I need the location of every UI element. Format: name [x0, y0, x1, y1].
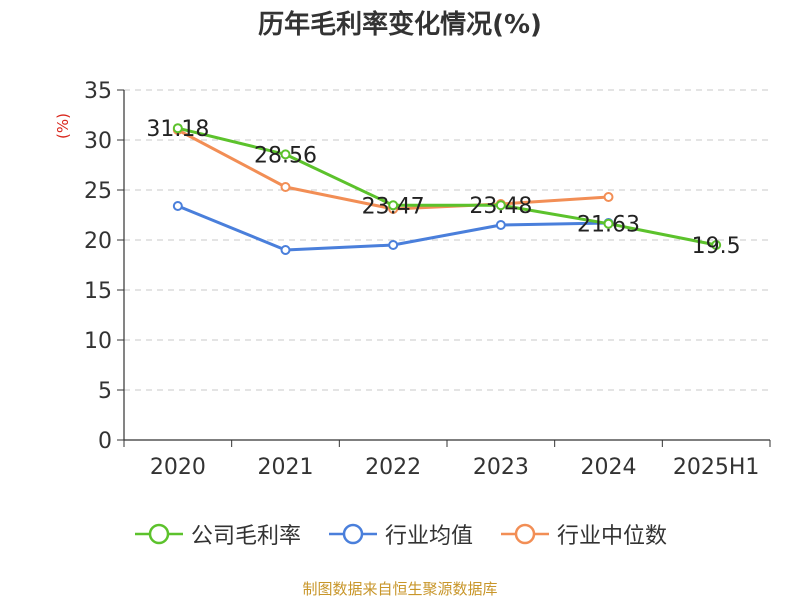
y-tick-label: 5 [98, 379, 112, 404]
legend-marker-icon [501, 523, 549, 545]
axes: 0 5 10 15 20 25 30 35 2020 2021 2022 2023 2024 2025H1… [54, 79, 771, 480]
data-point [495, 200, 506, 211]
data-label: 21.63 [577, 213, 640, 238]
data-label: 23.48 [469, 194, 532, 219]
x-tick-label: 2021 [258, 455, 314, 480]
y-tick-label: 25 [84, 179, 112, 204]
y-tick-label: 15 [84, 279, 112, 304]
data-point [711, 240, 722, 250]
x-tick-label: 2023 [473, 455, 529, 480]
grid-lines [124, 89, 770, 391]
legend-item[interactable]: 公司毛利率 [133, 518, 301, 550]
data-label: 31.18 [146, 117, 209, 142]
data-point [388, 200, 399, 211]
data-point [172, 123, 183, 134]
data-point [172, 201, 183, 211]
y-tick-label: 35 [84, 79, 112, 104]
y-axis-label: (%) [54, 113, 72, 139]
legend-label: 行业中位数 [557, 524, 668, 549]
y-tick-label: 0 [98, 429, 112, 454]
x-tick-label: 2025H1 [673, 455, 760, 480]
data-labels: 31.18 28.56 23.47 23.48 21.63 19.5 [146, 117, 740, 259]
legend: 公司毛利率 行业均值 行业中位数 [0, 518, 800, 550]
legend-label: 公司毛利率 [190, 524, 301, 549]
chart-title: 历年毛利率变化情况(%) [258, 10, 542, 40]
data-point [495, 220, 506, 230]
data-point [280, 182, 291, 192]
x-tick-label: 2020 [150, 455, 206, 480]
legend-label: 行业均值 [384, 524, 473, 549]
y-tick-label: 20 [84, 229, 112, 254]
legend-item[interactable]: 行业中位数 [499, 518, 667, 550]
y-tick-label: 10 [84, 329, 112, 354]
legend-marker-icon [328, 523, 377, 545]
x-tick-label: 2022 [365, 455, 421, 480]
legend-marker-icon [134, 523, 183, 545]
data-label: 19.5 [692, 234, 741, 259]
data-label: 28.56 [254, 143, 317, 168]
data-point [280, 245, 291, 255]
source-note: 制图数据来自恒生聚源数据库 [302, 580, 498, 598]
data-point [603, 218, 614, 229]
data-point [280, 149, 291, 160]
x-tick-label: 2024 [581, 455, 637, 480]
y-tick-label: 30 [84, 129, 112, 154]
legend-item[interactable]: 行业均值 [327, 518, 473, 550]
series-line [177, 126, 717, 247]
data-point [603, 192, 614, 202]
data-label: 23.47 [362, 194, 425, 219]
data-point [388, 240, 399, 250]
series-lines [172, 123, 722, 255]
